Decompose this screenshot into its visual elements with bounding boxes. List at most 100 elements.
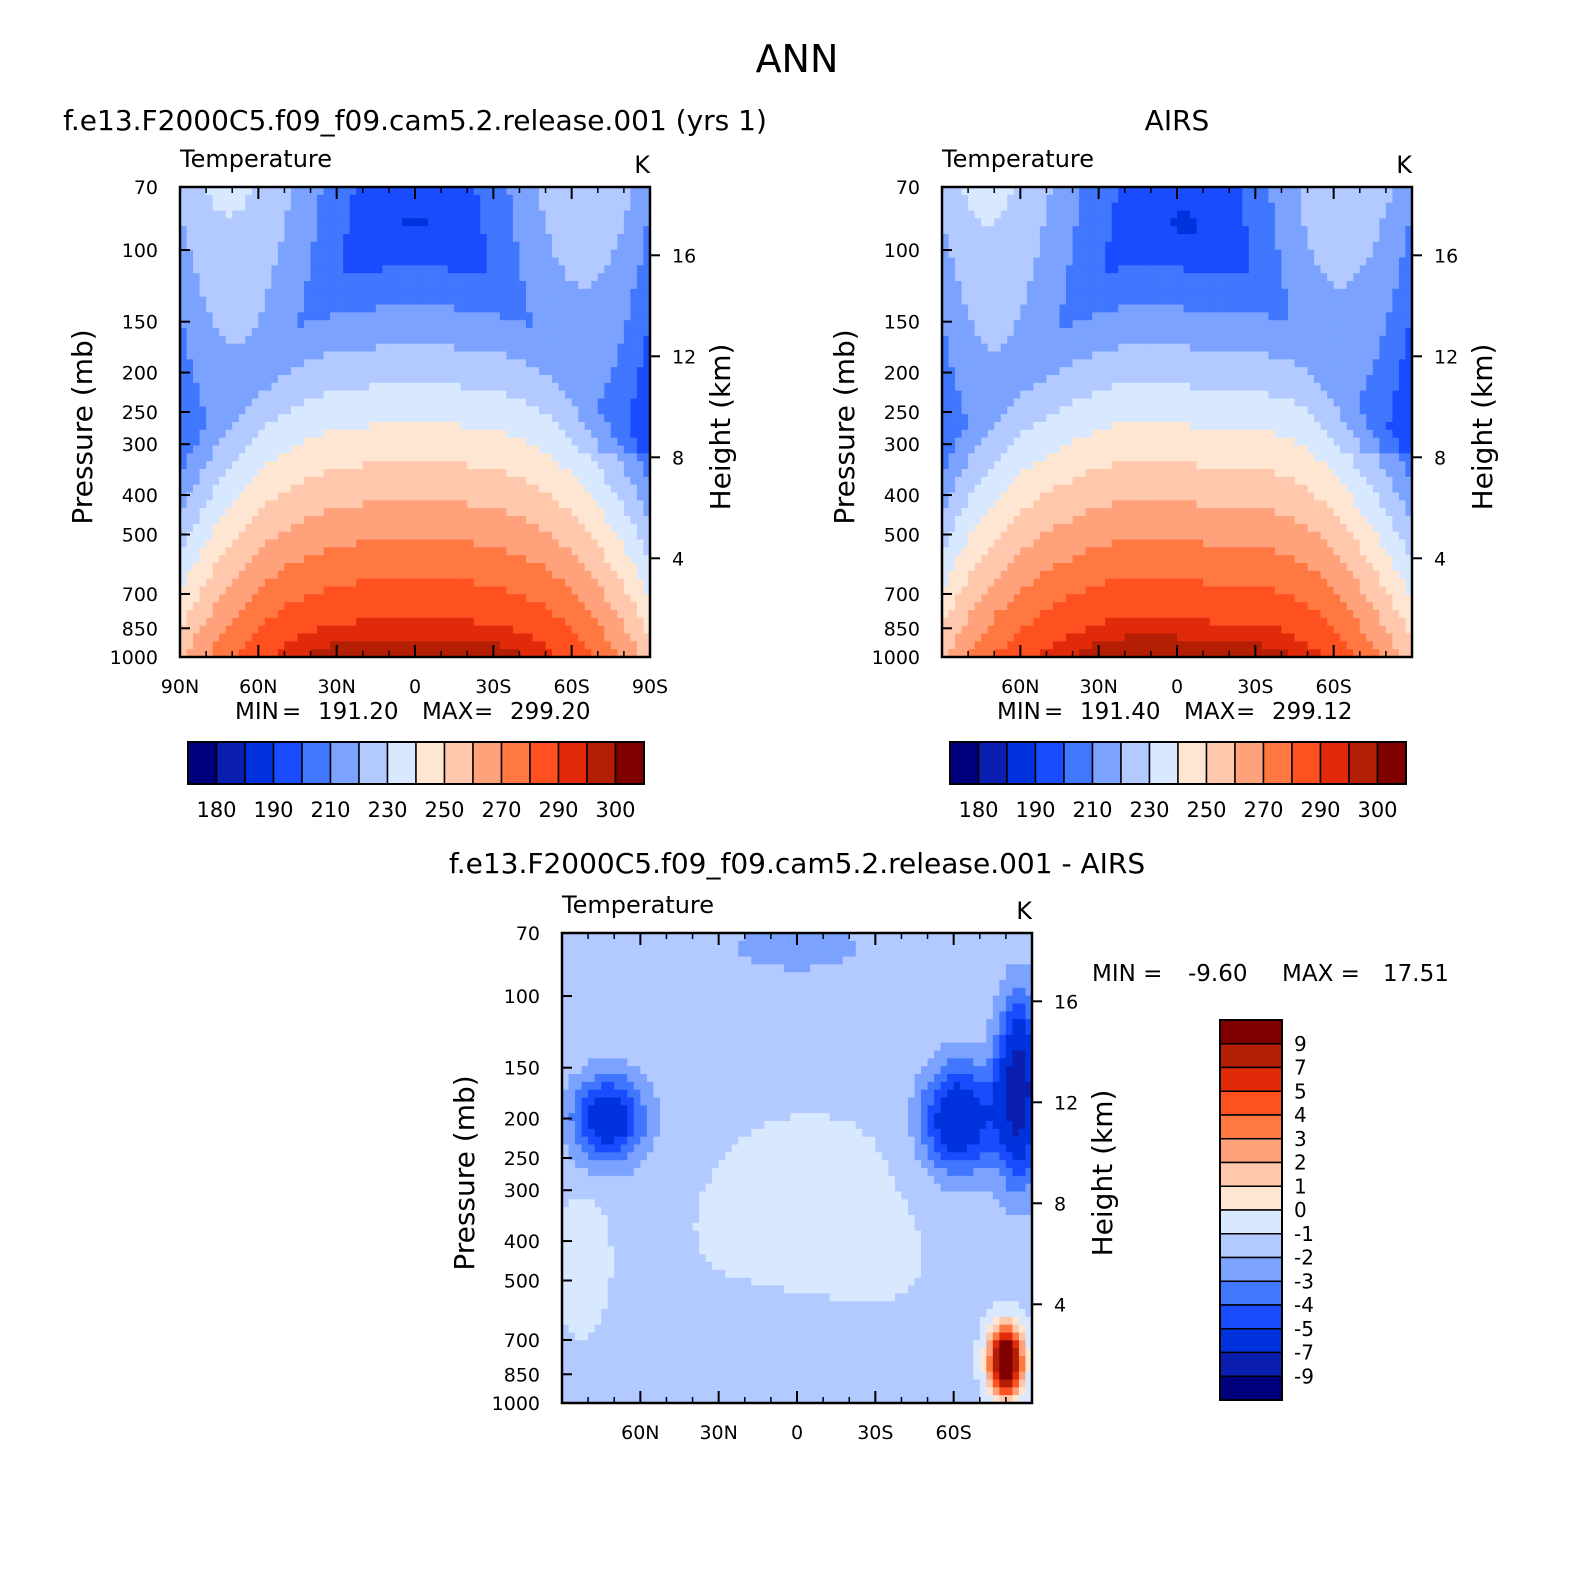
contour-cell [388,617,397,627]
contour-cell [974,414,982,423]
contour-cell [955,469,963,478]
contour-cell [219,312,227,321]
contour-cell [584,194,592,204]
contour-cell [388,414,397,423]
contour-cell [519,508,527,517]
contour-cell [486,265,494,274]
contour-cell [948,390,956,400]
contour-cell [212,304,220,313]
contour-cell [955,406,963,415]
contour-cell [974,187,982,196]
contour-cell [480,437,488,447]
contour-cell [271,617,279,627]
contour-cell [199,241,207,251]
contour-cell [447,187,455,196]
contour-cell [199,218,207,227]
contour-cell [493,328,501,337]
contour-cell [968,578,976,588]
contour-cell [212,351,220,360]
contour-cell [388,578,397,588]
contour-cell [297,281,305,290]
contour-cell [571,523,579,533]
contour-cell [460,335,468,345]
contour-cell [571,445,579,454]
contour-cell [330,429,338,439]
contour-cell [238,625,246,635]
contour-cell [206,241,214,251]
contour-cell [630,265,638,274]
contour-cell [539,288,547,298]
contour-cell [401,312,410,321]
contour-cell [473,351,481,360]
y-right-tick-label: 8 [672,447,684,469]
contour-cell [264,461,272,470]
contour-cell [336,367,344,376]
contour-cell [974,382,982,392]
contour-cell [968,234,976,243]
contour-cell [480,320,488,329]
contour-cell [297,539,305,548]
contour-cell [323,241,331,251]
contour-cell [304,320,312,329]
contour-cell [525,390,534,400]
contour-cell [467,523,475,533]
contour-cell [258,649,266,657]
contour-cell [310,328,318,337]
contour-cell [506,531,514,541]
contour-cell [336,218,344,227]
contour-cell [467,445,475,454]
contour-cell [441,304,449,313]
contour-cell [480,281,488,290]
contour-cell [955,273,963,282]
contour-cell [623,610,632,619]
contour-cell [310,304,318,313]
contour-cell [304,461,312,470]
contour-cell [623,343,632,353]
contour-cell [981,320,989,329]
contour-cell [558,437,566,447]
contour-cell [630,359,638,368]
contour-cell [349,547,357,556]
contour-cell [623,422,632,431]
contour-cell [525,359,534,368]
contour-cell [297,555,305,564]
contour-cell [493,484,501,494]
contour-cell [421,641,429,650]
contour-cell [597,351,605,360]
contour-cell [434,547,442,556]
contour-cell [506,320,514,329]
contour-cell [395,633,403,642]
contour-cell [317,281,325,290]
contour-cell [486,194,494,204]
contour-cell [512,320,521,329]
contour-cell [441,406,449,415]
contour-cell [336,194,344,204]
contour-cell [467,335,475,345]
contour-cell [415,422,423,431]
contour-cell [212,445,220,454]
contour-cell [245,547,253,556]
contour-cell [643,312,650,321]
contour-cell [290,610,299,619]
contour-cell [297,484,305,494]
contour-cell [441,469,449,478]
contour-cell [604,257,612,266]
contour-cell [994,335,1002,345]
contour-cell [454,202,462,212]
contour-cell [447,398,455,407]
contour-cell [219,500,227,509]
contour-cell [499,508,507,517]
contour-cell [290,445,299,454]
contour-cell [245,210,253,219]
contour-cell [323,649,331,657]
contour-cell [558,586,566,595]
contour-cell [251,265,259,274]
contour-cell [539,539,547,548]
contour-cell [284,422,292,431]
y-tick-label: 850 [122,618,158,640]
contour-cell [981,594,989,603]
contour-cell [297,445,305,454]
contour-cell [199,531,207,541]
contour-cell [636,476,645,486]
contour-cell [597,234,605,243]
